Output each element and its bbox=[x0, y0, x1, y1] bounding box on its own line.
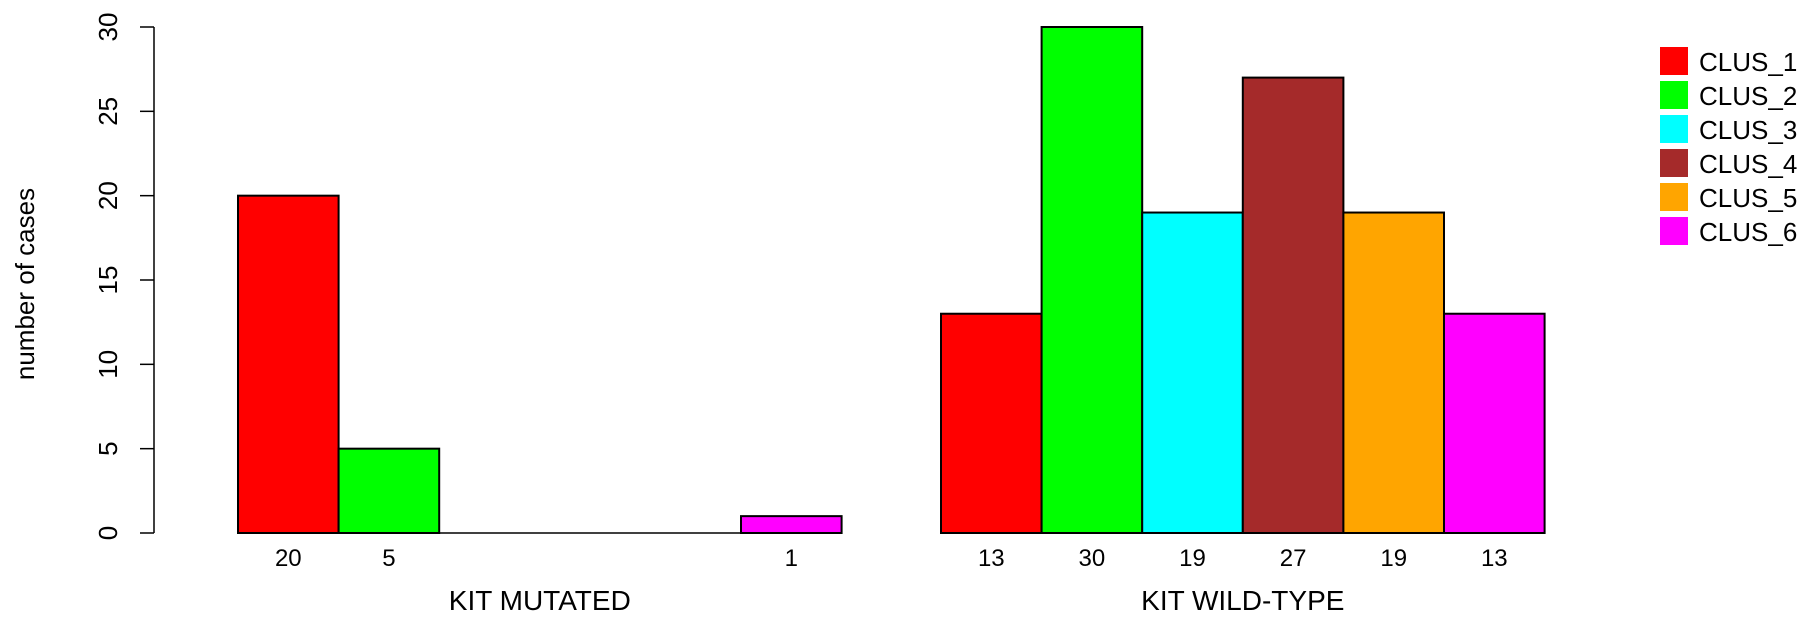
bar-value-label: 13 bbox=[978, 545, 1005, 572]
bar-value-label: 20 bbox=[275, 545, 302, 572]
legend: CLUS_1 CLUS_2 CLUS_3 CLUS_4 CLUS_5 CLUS_6 bbox=[1660, 47, 1797, 247]
bar-clus-2 bbox=[1040, 26, 1144, 534]
y-tick-label: 5 bbox=[93, 441, 123, 455]
y-tick-label: 15 bbox=[93, 266, 123, 295]
legend-swatch bbox=[1660, 183, 1688, 211]
y-tick-label: 10 bbox=[93, 350, 123, 379]
y-axis-title: number of cases bbox=[10, 188, 40, 380]
legend-entry: CLUS_2 bbox=[1699, 81, 1797, 111]
group-label: KIT WILD-TYPE bbox=[1141, 585, 1344, 616]
y-tick-label: 0 bbox=[93, 526, 123, 540]
y-axis: 0 5 10 15 20 25 30 bbox=[93, 13, 155, 540]
bar-clus-1 bbox=[237, 194, 340, 535]
bar-value-label: 1 bbox=[785, 545, 798, 572]
legend-swatch bbox=[1660, 115, 1688, 143]
bar-clus-6 bbox=[1443, 312, 1546, 534]
bar-clus-5 bbox=[1342, 211, 1446, 535]
bar-clus-4 bbox=[1241, 76, 1345, 534]
bar-clus-2 bbox=[337, 447, 441, 534]
x-labels: 20 5 1 KIT MUTATED 13 30 19 27 19 13 KIT WILD-TYPE bbox=[275, 545, 1508, 616]
group-label: KIT MUTATED bbox=[449, 585, 631, 616]
legend-entry: CLUS_6 bbox=[1699, 217, 1797, 247]
legend-entry: CLUS_4 bbox=[1699, 149, 1797, 179]
bar-value-label: 13 bbox=[1481, 545, 1508, 572]
legend-swatch bbox=[1660, 81, 1688, 109]
bar-clus-1 bbox=[940, 312, 1043, 534]
y-tick-label: 30 bbox=[93, 13, 123, 42]
bars bbox=[237, 26, 1546, 535]
legend-swatch bbox=[1660, 217, 1688, 245]
bar-value-label: 5 bbox=[382, 545, 395, 572]
y-tick-label: 20 bbox=[93, 181, 123, 210]
bar-clus-3 bbox=[1141, 211, 1244, 535]
legend-entry: CLUS_1 bbox=[1699, 47, 1797, 77]
legend-entry: CLUS_3 bbox=[1699, 115, 1797, 145]
bar-value-label: 19 bbox=[1179, 545, 1206, 572]
legend-entry: CLUS_5 bbox=[1699, 183, 1797, 213]
bar-value-label: 30 bbox=[1079, 545, 1106, 572]
legend-swatch bbox=[1660, 47, 1688, 75]
legend-swatch bbox=[1660, 149, 1688, 177]
y-tick-label: 25 bbox=[93, 97, 123, 126]
bar-value-label: 27 bbox=[1280, 545, 1307, 572]
bar-value-label: 19 bbox=[1380, 545, 1407, 572]
bar-clus-6 bbox=[740, 515, 843, 535]
